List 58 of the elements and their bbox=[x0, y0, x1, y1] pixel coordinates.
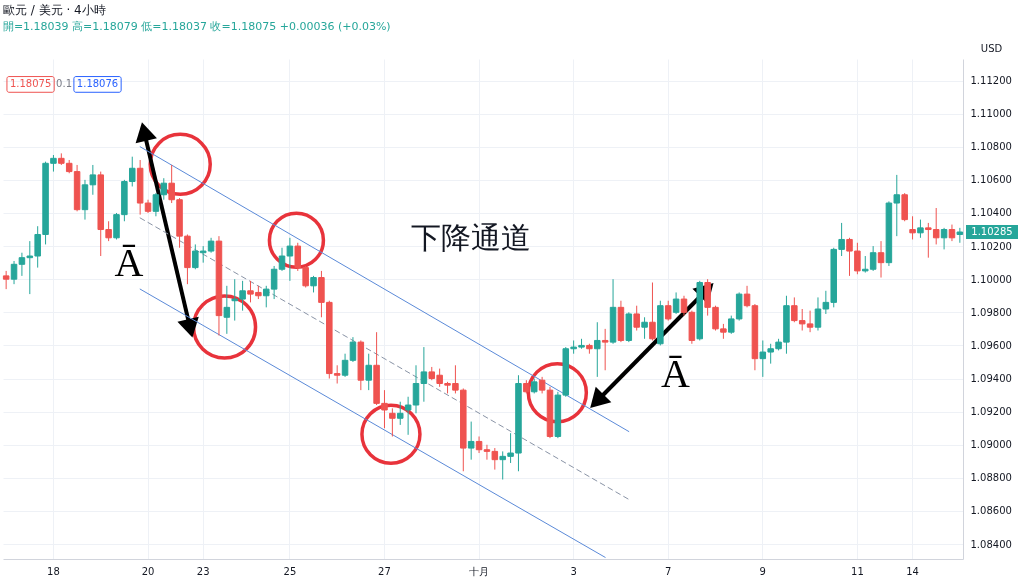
annotation: 1.18076 bbox=[76, 78, 119, 90]
candlestick bbox=[475, 435, 483, 454]
candlestick bbox=[649, 282, 656, 341]
y-tick-label: 1.09800 bbox=[970, 306, 1012, 318]
candlestick bbox=[743, 285, 751, 308]
annotation: 下降通道 bbox=[410, 220, 531, 256]
x-tick-label: 3 bbox=[570, 565, 577, 577]
x-tick-label: 18 bbox=[47, 565, 60, 577]
y-tick-label: 1.08600 bbox=[970, 505, 1012, 517]
candlestick bbox=[633, 305, 640, 332]
candlestick bbox=[365, 353, 372, 391]
candlestick bbox=[389, 407, 396, 437]
x-tick-label: 十月 bbox=[469, 565, 490, 577]
candlestick bbox=[664, 300, 672, 322]
y-tick-label: 1.10400 bbox=[970, 207, 1012, 219]
candlestick bbox=[601, 328, 609, 371]
y-tick-label: 1.08800 bbox=[970, 472, 1012, 484]
y-tick-label: 1.09600 bbox=[970, 339, 1012, 351]
candlestick bbox=[909, 215, 916, 240]
candlestick bbox=[10, 260, 18, 285]
chart-title: 歐元 / 美元 · 4小時 bbox=[2, 3, 106, 17]
candlestick bbox=[877, 240, 885, 279]
candlestick bbox=[641, 316, 648, 340]
annotation: 1.18075 bbox=[9, 78, 52, 90]
candlestick bbox=[467, 421, 475, 461]
x-tick-label: 14 bbox=[906, 565, 919, 577]
candlestick bbox=[672, 291, 680, 315]
candlestick bbox=[396, 401, 404, 426]
x-tick-label: 7 bbox=[665, 565, 672, 577]
candlestick bbox=[917, 219, 924, 239]
annotation: 0.1 bbox=[56, 78, 72, 90]
candlestick bbox=[341, 353, 349, 378]
x-tick-label: 20 bbox=[141, 565, 155, 577]
y-tick-label: 1.08400 bbox=[970, 538, 1012, 550]
chart-subtitle: 開=1.18039 高=1.18079 低=1.18037 收=1.18075 +0.00036 (+0.03%) bbox=[2, 20, 391, 33]
y-tick-label: 1.11000 bbox=[970, 108, 1012, 120]
y-tick-label: 1.10000 bbox=[970, 273, 1012, 285]
candlestick bbox=[594, 321, 601, 378]
y-tick-label: 1.11200 bbox=[970, 75, 1012, 87]
y-tick-label: 1.10200 bbox=[970, 240, 1012, 252]
candlestick bbox=[2, 270, 10, 290]
annotation: Ā bbox=[661, 351, 691, 397]
candlestick bbox=[349, 336, 357, 363]
y-tick-label: 1.10600 bbox=[970, 174, 1012, 186]
x-tick-label: 27 bbox=[378, 565, 391, 577]
candlestick bbox=[223, 285, 231, 335]
y-tick-label: 1.09200 bbox=[970, 406, 1012, 418]
x-tick-label: 25 bbox=[283, 565, 297, 577]
y-tick-label: 1.10800 bbox=[970, 141, 1012, 153]
x-tick-label: 9 bbox=[759, 565, 766, 577]
x-tick-label: 23 bbox=[196, 565, 210, 577]
y-axis-title: USD bbox=[980, 42, 1003, 54]
y-tick-label: 1.09400 bbox=[970, 373, 1012, 385]
y-tick-label: 1.09000 bbox=[970, 439, 1012, 451]
candlestick bbox=[940, 227, 948, 250]
annotation: Ā bbox=[114, 240, 144, 286]
text: 1.10285 bbox=[971, 226, 1013, 238]
x-tick-label: 11 bbox=[851, 565, 864, 577]
